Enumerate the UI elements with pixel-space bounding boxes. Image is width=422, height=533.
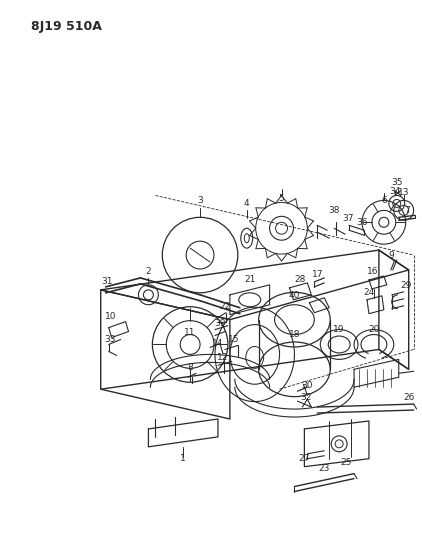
Text: 4: 4: [244, 199, 249, 208]
Text: 8J19 510A: 8J19 510A: [31, 20, 102, 33]
Text: 12: 12: [217, 353, 229, 362]
Text: 35: 35: [391, 178, 403, 187]
Text: 33: 33: [104, 335, 116, 344]
Text: 3: 3: [197, 196, 203, 205]
Text: 25: 25: [341, 458, 352, 467]
Text: 30: 30: [302, 381, 313, 390]
Text: 14: 14: [212, 339, 224, 348]
Text: 1: 1: [180, 454, 186, 463]
Text: 10: 10: [105, 312, 116, 321]
Text: 22: 22: [219, 302, 230, 311]
Text: 15: 15: [228, 335, 240, 344]
Text: 27: 27: [299, 454, 310, 463]
Text: 23: 23: [319, 464, 330, 473]
Text: 31: 31: [101, 277, 112, 286]
Text: 34: 34: [389, 187, 400, 196]
Text: 24: 24: [363, 288, 375, 297]
Text: 5: 5: [279, 194, 284, 203]
Text: 29: 29: [400, 281, 411, 290]
Text: 9: 9: [388, 251, 394, 260]
Text: 16: 16: [367, 268, 379, 277]
Text: 40: 40: [289, 292, 300, 300]
Text: 11: 11: [184, 328, 196, 337]
Text: 2: 2: [146, 268, 151, 277]
Text: 32: 32: [301, 393, 312, 402]
Text: 17: 17: [311, 270, 323, 279]
Text: 21: 21: [244, 276, 255, 285]
Text: 28: 28: [295, 276, 306, 285]
Text: 38: 38: [328, 206, 340, 215]
Text: 13: 13: [398, 188, 409, 197]
Text: 19: 19: [333, 325, 345, 334]
Text: 18: 18: [289, 330, 300, 339]
Text: 36: 36: [356, 218, 368, 227]
Text: 26: 26: [403, 393, 414, 402]
Text: 37: 37: [342, 214, 354, 223]
Text: 39: 39: [214, 319, 226, 328]
Text: 8: 8: [187, 363, 193, 372]
Text: 7: 7: [404, 206, 410, 215]
Text: 20: 20: [368, 325, 380, 334]
Text: 6: 6: [381, 196, 387, 205]
